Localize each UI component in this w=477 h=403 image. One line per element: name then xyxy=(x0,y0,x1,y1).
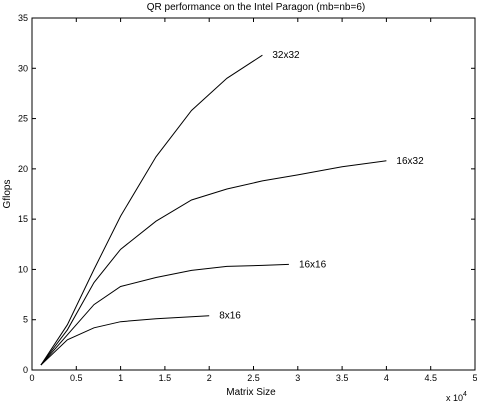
y-tick-label: 5 xyxy=(23,315,28,325)
plot-frame xyxy=(31,17,476,371)
series-line-16x32 xyxy=(40,160,387,366)
y-axis: 0 5 10 15 20 25 30 35 xyxy=(18,13,475,375)
x-tick-label: 2.5 xyxy=(247,373,260,383)
y-tick-label: 10 xyxy=(18,264,28,274)
x-tick-label: 0 xyxy=(29,373,34,383)
series-label-32x32: 32x32 xyxy=(272,50,300,61)
x-tick-label: 5 xyxy=(472,373,477,383)
x-axis: 0 0.5 1 1.5 2 2.5 3 3.5 4 4.5 5 xyxy=(29,18,477,383)
x-axis-multiplier-base: x 10 xyxy=(446,393,463,403)
x-axis-multiplier: x 104 xyxy=(446,391,467,403)
series-line-16x16 xyxy=(40,263,289,366)
series-label-16x32: 16x32 xyxy=(396,156,424,167)
x-tick-label: 3 xyxy=(295,373,300,383)
y-tick-label: 25 xyxy=(18,114,28,124)
y-tick-label: 15 xyxy=(18,214,28,224)
series-label-16x16: 16x16 xyxy=(299,259,327,270)
x-tick-label: 1 xyxy=(118,373,123,383)
series-group: 32x32 16x32 16x16 8x16 xyxy=(40,50,424,366)
x-axis-multiplier-exponent: 4 xyxy=(463,391,467,398)
x-axis-label: Matrix Size xyxy=(226,387,276,398)
x-tick-label: 4.5 xyxy=(424,373,437,383)
chart-title: QR performance on the Intel Paragon (mb=… xyxy=(147,2,365,13)
series-line-8x16 xyxy=(40,315,210,366)
y-axis-label: Gflops xyxy=(2,180,13,209)
series-label-8x16: 8x16 xyxy=(219,311,241,322)
y-tick-label: 35 xyxy=(18,13,28,23)
y-tick-label: 20 xyxy=(18,164,28,174)
y-tick-label: 0 xyxy=(23,365,28,375)
x-tick-label: 1.5 xyxy=(159,373,172,383)
series-line-32x32 xyxy=(40,54,263,366)
x-tick-label: 2 xyxy=(207,373,212,383)
y-tick-label: 30 xyxy=(18,63,28,73)
x-tick-label: 3.5 xyxy=(336,373,349,383)
x-tick-label: 0.5 xyxy=(70,373,83,383)
x-tick-label: 4 xyxy=(384,373,389,383)
